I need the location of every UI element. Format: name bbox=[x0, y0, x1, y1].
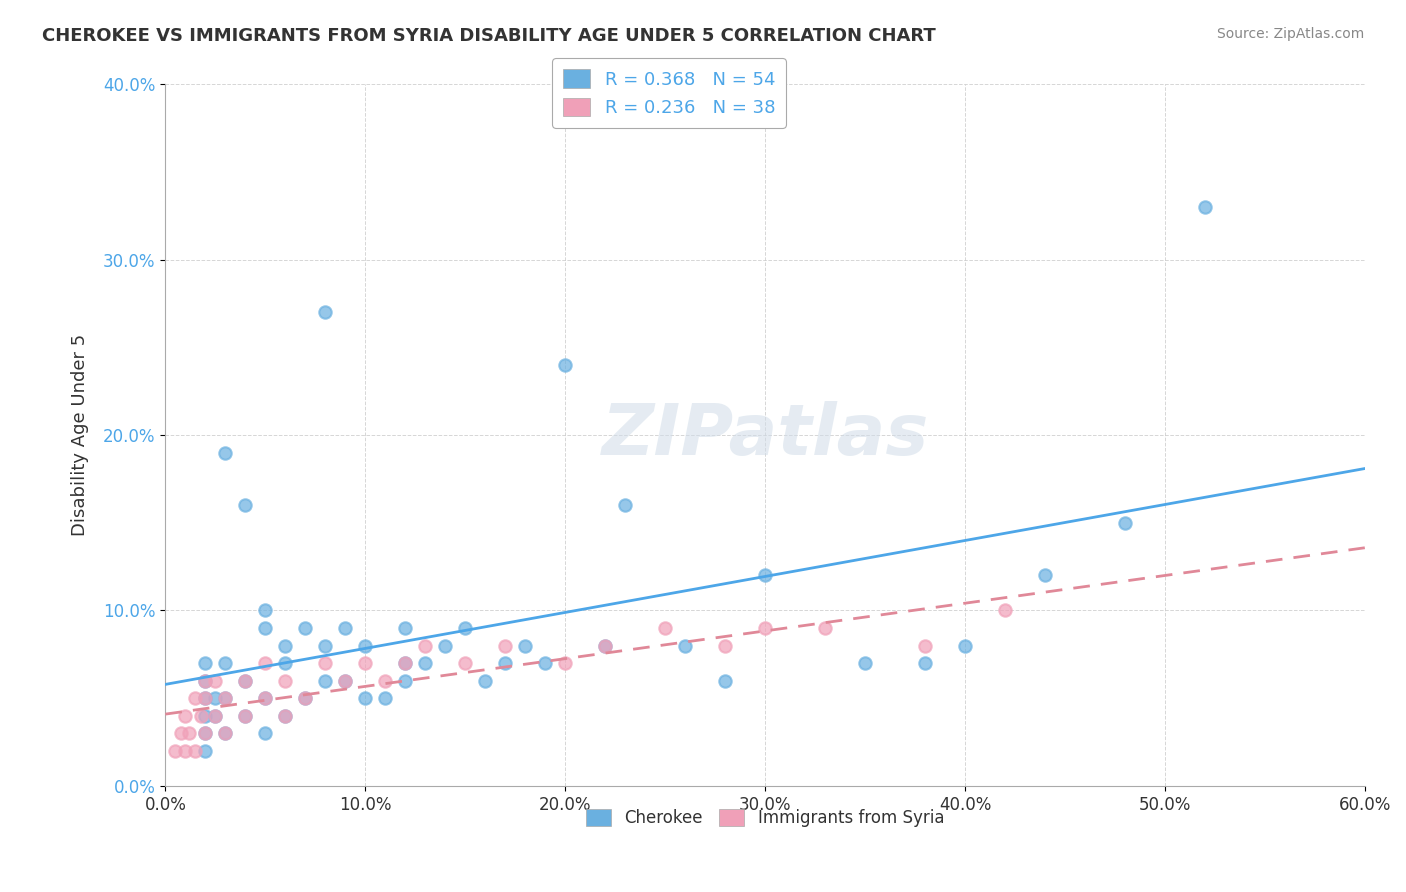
Point bbox=[354, 656, 377, 670]
Point bbox=[654, 621, 676, 635]
Point bbox=[714, 673, 737, 688]
Point bbox=[614, 498, 637, 512]
Point bbox=[194, 726, 217, 740]
Point bbox=[233, 673, 256, 688]
Point bbox=[335, 673, 357, 688]
Point bbox=[1194, 200, 1216, 214]
Point bbox=[204, 708, 226, 723]
Point bbox=[914, 639, 936, 653]
Legend: Cherokee, Immigrants from Syria: Cherokee, Immigrants from Syria bbox=[579, 802, 950, 833]
Point bbox=[274, 673, 297, 688]
Point bbox=[274, 708, 297, 723]
Point bbox=[515, 639, 537, 653]
Point bbox=[494, 639, 516, 653]
Point bbox=[354, 691, 377, 706]
Point bbox=[254, 691, 277, 706]
Point bbox=[233, 708, 256, 723]
Point bbox=[394, 656, 416, 670]
Point bbox=[174, 744, 197, 758]
Point bbox=[394, 656, 416, 670]
Point bbox=[194, 744, 217, 758]
Point bbox=[184, 744, 207, 758]
Point bbox=[294, 691, 316, 706]
Point bbox=[294, 691, 316, 706]
Point bbox=[1033, 568, 1056, 582]
Point bbox=[314, 305, 336, 319]
Point bbox=[254, 603, 277, 617]
Point bbox=[1114, 516, 1136, 530]
Point bbox=[233, 708, 256, 723]
Point bbox=[233, 673, 256, 688]
Point bbox=[174, 708, 197, 723]
Point bbox=[914, 656, 936, 670]
Point bbox=[194, 656, 217, 670]
Point bbox=[254, 621, 277, 635]
Point bbox=[184, 691, 207, 706]
Point bbox=[194, 673, 217, 688]
Point bbox=[194, 726, 217, 740]
Point bbox=[754, 568, 776, 582]
Point bbox=[394, 621, 416, 635]
Point bbox=[214, 691, 236, 706]
Point bbox=[214, 691, 236, 706]
Point bbox=[994, 603, 1017, 617]
Point bbox=[274, 639, 297, 653]
Point bbox=[254, 656, 277, 670]
Point bbox=[474, 673, 496, 688]
Point bbox=[953, 639, 976, 653]
Point bbox=[554, 656, 576, 670]
Point bbox=[274, 708, 297, 723]
Point bbox=[454, 621, 477, 635]
Text: ZIPatlas: ZIPatlas bbox=[602, 401, 929, 469]
Point bbox=[534, 656, 557, 670]
Point bbox=[593, 639, 616, 653]
Point bbox=[204, 691, 226, 706]
Point bbox=[204, 708, 226, 723]
Point bbox=[214, 726, 236, 740]
Point bbox=[714, 639, 737, 653]
Point bbox=[314, 673, 336, 688]
Point bbox=[454, 656, 477, 670]
Text: Source: ZipAtlas.com: Source: ZipAtlas.com bbox=[1216, 27, 1364, 41]
Point bbox=[314, 639, 336, 653]
Point bbox=[214, 445, 236, 459]
Point bbox=[814, 621, 837, 635]
Point bbox=[374, 673, 396, 688]
Point bbox=[294, 621, 316, 635]
Point bbox=[194, 708, 217, 723]
Point bbox=[554, 358, 576, 372]
Point bbox=[254, 691, 277, 706]
Point bbox=[754, 621, 776, 635]
Point bbox=[354, 639, 377, 653]
Point bbox=[314, 656, 336, 670]
Point bbox=[593, 639, 616, 653]
Point bbox=[194, 691, 217, 706]
Point bbox=[335, 621, 357, 635]
Point bbox=[673, 639, 696, 653]
Point bbox=[274, 656, 297, 670]
Point bbox=[194, 673, 217, 688]
Point bbox=[165, 744, 187, 758]
Point bbox=[434, 639, 457, 653]
Point bbox=[170, 726, 193, 740]
Point bbox=[194, 691, 217, 706]
Point bbox=[190, 708, 212, 723]
Point bbox=[494, 656, 516, 670]
Point bbox=[214, 656, 236, 670]
Point bbox=[413, 656, 436, 670]
Point bbox=[335, 673, 357, 688]
Point bbox=[853, 656, 876, 670]
Point bbox=[233, 498, 256, 512]
Point bbox=[214, 726, 236, 740]
Text: CHEROKEE VS IMMIGRANTS FROM SYRIA DISABILITY AGE UNDER 5 CORRELATION CHART: CHEROKEE VS IMMIGRANTS FROM SYRIA DISABI… bbox=[42, 27, 936, 45]
Point bbox=[394, 673, 416, 688]
Point bbox=[254, 726, 277, 740]
Point bbox=[204, 673, 226, 688]
Point bbox=[179, 726, 201, 740]
Y-axis label: Disability Age Under 5: Disability Age Under 5 bbox=[72, 334, 89, 536]
Point bbox=[374, 691, 396, 706]
Point bbox=[413, 639, 436, 653]
